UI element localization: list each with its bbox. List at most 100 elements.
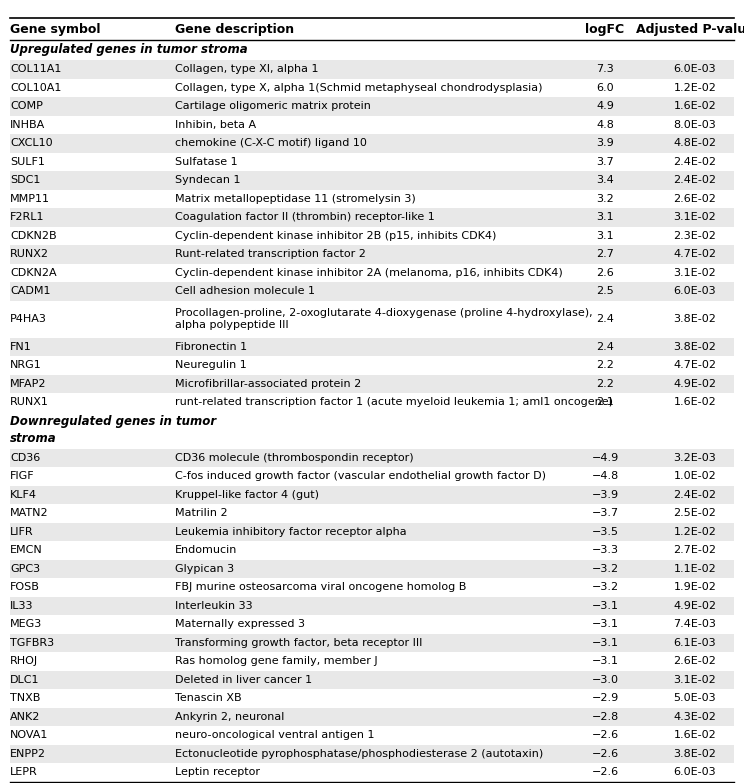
Text: RUNX2: RUNX2 bbox=[10, 249, 49, 259]
Bar bbox=[10, 116, 734, 134]
Text: Transforming growth factor, beta receptor III: Transforming growth factor, beta recepto… bbox=[175, 637, 423, 648]
Bar bbox=[10, 652, 734, 670]
Text: −3.5: −3.5 bbox=[591, 527, 618, 537]
Text: MMP11: MMP11 bbox=[10, 193, 50, 204]
Text: 1.2E-02: 1.2E-02 bbox=[673, 83, 716, 92]
Text: 2.4: 2.4 bbox=[596, 341, 614, 352]
Bar bbox=[10, 393, 734, 412]
Text: COMP: COMP bbox=[10, 101, 43, 111]
Text: 2.7: 2.7 bbox=[596, 249, 614, 259]
Text: 3.1: 3.1 bbox=[596, 231, 614, 240]
Text: 3.2E-03: 3.2E-03 bbox=[673, 453, 716, 463]
Text: Collagen, type XI, alpha 1: Collagen, type XI, alpha 1 bbox=[175, 64, 318, 74]
Text: SDC1: SDC1 bbox=[10, 175, 40, 186]
Text: FOSB: FOSB bbox=[10, 583, 40, 592]
Text: −2.9: −2.9 bbox=[591, 693, 618, 703]
Text: C-fos induced growth factor (vascular endothelial growth factor D): C-fos induced growth factor (vascular en… bbox=[175, 471, 546, 482]
Text: Collagen, type X, alpha 1(Schmid metaphyseal chondrodysplasia): Collagen, type X, alpha 1(Schmid metaphy… bbox=[175, 83, 542, 92]
Bar bbox=[10, 301, 734, 337]
Text: 2.5E-02: 2.5E-02 bbox=[673, 508, 716, 518]
Bar bbox=[10, 578, 734, 597]
Text: 1.6E-02: 1.6E-02 bbox=[673, 397, 716, 407]
Text: 2.4E-02: 2.4E-02 bbox=[673, 157, 716, 167]
Text: Matrix metallopeptidase 11 (stromelysin 3): Matrix metallopeptidase 11 (stromelysin … bbox=[175, 193, 416, 204]
Text: −3.1: −3.1 bbox=[591, 637, 618, 648]
Bar bbox=[10, 189, 734, 208]
Bar bbox=[10, 226, 734, 245]
Text: −3.1: −3.1 bbox=[591, 619, 618, 630]
Text: Runt-related transcription factor 2: Runt-related transcription factor 2 bbox=[175, 249, 366, 259]
Bar bbox=[10, 153, 734, 171]
Text: LEPR: LEPR bbox=[10, 767, 38, 778]
Text: FN1: FN1 bbox=[10, 341, 32, 352]
Text: Matrilin 2: Matrilin 2 bbox=[175, 508, 228, 518]
Text: 6.1E-03: 6.1E-03 bbox=[673, 637, 716, 648]
Bar bbox=[10, 97, 734, 116]
Text: 1.6E-02: 1.6E-02 bbox=[673, 731, 716, 740]
Text: 3.8E-02: 3.8E-02 bbox=[673, 314, 716, 324]
Text: −3.3: −3.3 bbox=[591, 545, 618, 555]
Text: RUNX1: RUNX1 bbox=[10, 397, 49, 407]
Text: 6.0: 6.0 bbox=[596, 83, 614, 92]
Text: FIGF: FIGF bbox=[10, 471, 35, 482]
Text: 2.4: 2.4 bbox=[596, 314, 614, 324]
Text: COL10A1: COL10A1 bbox=[10, 83, 61, 92]
Text: 1.6E-02: 1.6E-02 bbox=[673, 101, 716, 111]
Text: 6.0E-03: 6.0E-03 bbox=[673, 287, 716, 296]
Text: logFC: logFC bbox=[586, 23, 624, 35]
Text: ENPP2: ENPP2 bbox=[10, 749, 46, 759]
Text: CD36 molecule (thrombospondin receptor): CD36 molecule (thrombospondin receptor) bbox=[175, 453, 414, 463]
Text: 4.3E-02: 4.3E-02 bbox=[673, 712, 716, 722]
Bar bbox=[10, 597, 734, 615]
Bar bbox=[10, 264, 734, 282]
Text: F2RL1: F2RL1 bbox=[10, 212, 45, 222]
Text: runt-related transcription factor 1 (acute myeloid leukemia 1; aml1 oncogene): runt-related transcription factor 1 (acu… bbox=[175, 397, 613, 407]
Text: Endomucin: Endomucin bbox=[175, 545, 237, 555]
Text: GPC3: GPC3 bbox=[10, 564, 40, 574]
Text: Inhibin, beta A: Inhibin, beta A bbox=[175, 120, 256, 130]
Text: 3.1: 3.1 bbox=[596, 212, 614, 222]
Text: 3.1E-02: 3.1E-02 bbox=[673, 268, 716, 278]
Text: 4.7E-02: 4.7E-02 bbox=[673, 360, 716, 370]
Text: 2.3E-02: 2.3E-02 bbox=[673, 231, 716, 240]
Text: 2.7E-02: 2.7E-02 bbox=[673, 545, 716, 555]
Text: 1.0E-02: 1.0E-02 bbox=[673, 471, 716, 482]
Text: Upregulated genes in tumor stroma: Upregulated genes in tumor stroma bbox=[10, 44, 248, 56]
Text: Cartilage oligomeric matrix protein: Cartilage oligomeric matrix protein bbox=[175, 101, 371, 111]
Text: FBJ murine osteosarcoma viral oncogene homolog B: FBJ murine osteosarcoma viral oncogene h… bbox=[175, 583, 466, 592]
Text: Ankyrin 2, neuronal: Ankyrin 2, neuronal bbox=[175, 712, 284, 722]
Text: CD36: CD36 bbox=[10, 453, 40, 463]
Bar bbox=[10, 522, 734, 541]
Bar bbox=[10, 560, 734, 578]
Text: 2.2: 2.2 bbox=[596, 360, 614, 370]
Text: Downregulated genes in tumor
stroma: Downregulated genes in tumor stroma bbox=[10, 416, 216, 445]
Text: 4.8: 4.8 bbox=[596, 120, 614, 130]
Text: Cell adhesion molecule 1: Cell adhesion molecule 1 bbox=[175, 287, 315, 296]
Text: 5.0E-03: 5.0E-03 bbox=[673, 693, 716, 703]
Text: Cyclin-dependent kinase inhibitor 2B (p15, inhibits CDK4): Cyclin-dependent kinase inhibitor 2B (p1… bbox=[175, 231, 496, 240]
Text: CDKN2B: CDKN2B bbox=[10, 231, 57, 240]
Bar bbox=[10, 726, 734, 745]
Bar bbox=[10, 689, 734, 708]
Text: −3.2: −3.2 bbox=[591, 583, 618, 592]
Text: Leukemia inhibitory factor receptor alpha: Leukemia inhibitory factor receptor alph… bbox=[175, 527, 407, 537]
Text: Glypican 3: Glypican 3 bbox=[175, 564, 234, 574]
Text: Deleted in liver cancer 1: Deleted in liver cancer 1 bbox=[175, 675, 312, 685]
Text: −4.8: −4.8 bbox=[591, 471, 618, 482]
Text: −2.6: −2.6 bbox=[591, 749, 618, 759]
Bar bbox=[10, 171, 734, 189]
Text: 3.2: 3.2 bbox=[596, 193, 614, 204]
Text: LIFR: LIFR bbox=[10, 527, 33, 537]
Bar bbox=[10, 670, 734, 689]
Text: Gene description: Gene description bbox=[175, 23, 294, 35]
Text: Tenascin XB: Tenascin XB bbox=[175, 693, 242, 703]
Text: 6.0E-03: 6.0E-03 bbox=[673, 767, 716, 778]
Text: 4.9: 4.9 bbox=[596, 101, 614, 111]
Text: 3.9: 3.9 bbox=[596, 139, 614, 148]
Text: 3.4: 3.4 bbox=[596, 175, 614, 186]
Text: chemokine (C-X-C motif) ligand 10: chemokine (C-X-C motif) ligand 10 bbox=[175, 139, 367, 148]
Text: Maternally expressed 3: Maternally expressed 3 bbox=[175, 619, 305, 630]
Bar bbox=[10, 763, 734, 781]
Text: Fibronectin 1: Fibronectin 1 bbox=[175, 341, 247, 352]
Text: Interleukin 33: Interleukin 33 bbox=[175, 601, 253, 611]
